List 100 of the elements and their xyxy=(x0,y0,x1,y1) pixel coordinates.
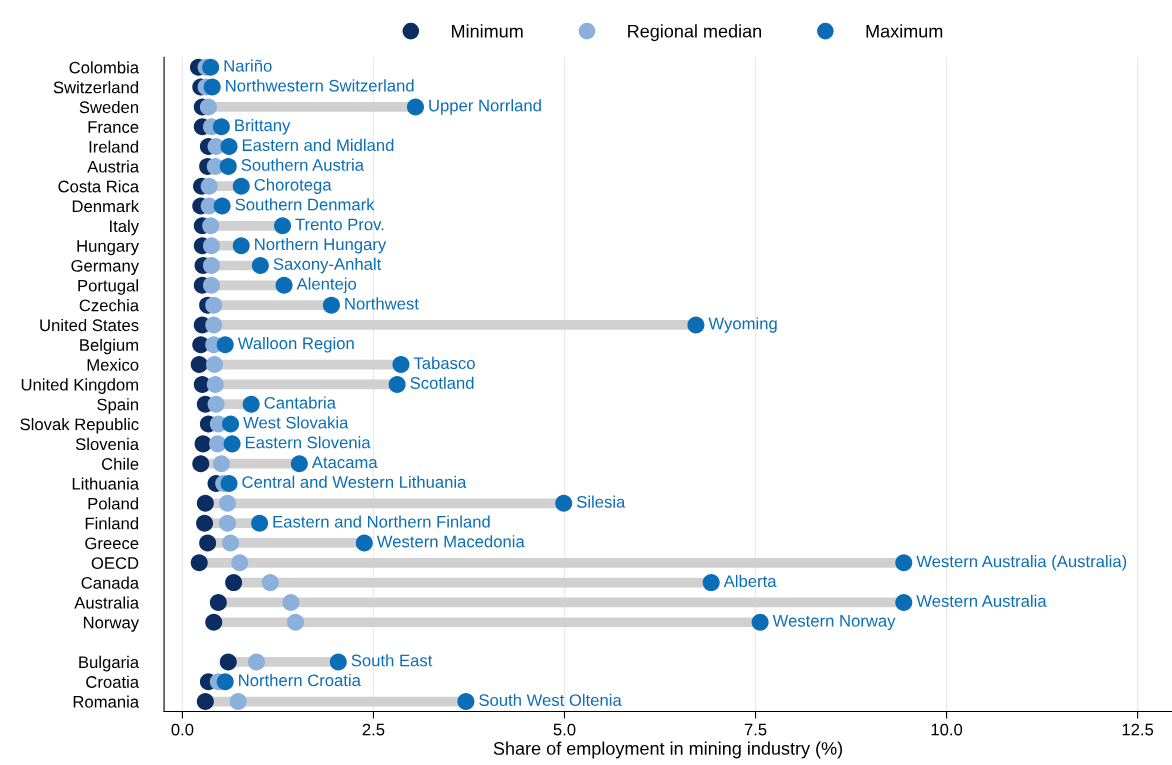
y-tick-label: Portugal xyxy=(78,279,138,295)
y-tick-label: Chile xyxy=(101,457,139,470)
x-tick-label: 5.0 xyxy=(553,723,576,736)
x-tick-label: 7.5 xyxy=(744,723,767,736)
data-label: Brittany xyxy=(235,118,291,135)
point xyxy=(206,375,224,393)
data-label: Western Norway xyxy=(772,615,896,631)
point xyxy=(206,356,224,374)
data-label: Western Australia (Australia) xyxy=(916,555,1127,571)
point xyxy=(388,375,406,393)
y-tick-label: Croatia xyxy=(86,675,140,688)
data-label: Chorotega xyxy=(254,178,332,194)
point xyxy=(194,435,212,453)
point xyxy=(895,554,913,572)
point xyxy=(196,693,214,711)
x-tick-label: 10.0 xyxy=(931,723,963,736)
point xyxy=(212,455,230,473)
y-tick-label: Belgium xyxy=(80,338,138,355)
data-label: Northern Hungary xyxy=(255,237,387,254)
point xyxy=(199,98,217,116)
point xyxy=(251,256,269,274)
data-label: Nariño xyxy=(224,59,272,72)
x-tick-label: 2.5 xyxy=(362,723,385,736)
y-tick-label: Norway xyxy=(83,616,140,632)
point xyxy=(202,217,220,235)
point xyxy=(209,593,227,611)
legend-label: Minimum xyxy=(452,24,523,38)
y-tick-label: Mexico xyxy=(87,358,139,371)
point xyxy=(199,534,217,552)
point xyxy=(220,138,238,156)
data-label: Northwestern Switzerland xyxy=(226,79,414,92)
y-tick-label: Canada xyxy=(81,576,140,589)
y-tick-label: Finland xyxy=(85,517,139,530)
point xyxy=(219,514,237,532)
point xyxy=(202,276,220,294)
data-label: Upper Norrland xyxy=(429,99,541,115)
point xyxy=(687,316,705,334)
y-tick-label: Sweden xyxy=(79,100,138,114)
point xyxy=(282,593,300,611)
point xyxy=(232,237,250,255)
point xyxy=(287,613,305,631)
data-label: Atacama xyxy=(311,456,378,469)
data-label: Eastern and Midland xyxy=(242,138,394,152)
y-tick-label: Lithuania xyxy=(72,477,140,490)
x-tick-label: 0.0 xyxy=(171,723,194,736)
point xyxy=(205,296,223,314)
point xyxy=(200,177,218,195)
data-label: Cantabria xyxy=(264,396,336,409)
point xyxy=(231,554,249,572)
y-tick-label: Romania xyxy=(73,695,140,708)
point xyxy=(205,316,223,334)
data-label: Central and Western Lithuania xyxy=(242,475,467,488)
data-label: Trento Prov. xyxy=(295,218,384,231)
point xyxy=(406,98,424,116)
point xyxy=(196,494,214,512)
point xyxy=(275,276,293,294)
point xyxy=(207,395,225,413)
y-tick-label: Costa Rica xyxy=(58,180,140,193)
point xyxy=(222,534,240,552)
point xyxy=(220,475,238,493)
data-label: Walloon Region xyxy=(237,337,354,353)
point xyxy=(242,395,260,413)
y-tick-label: Colombia xyxy=(69,61,140,74)
point xyxy=(702,574,720,592)
point xyxy=(203,78,221,96)
point xyxy=(232,177,250,195)
point xyxy=(223,435,241,453)
point xyxy=(261,574,279,592)
point xyxy=(355,534,373,552)
point xyxy=(202,58,220,76)
legend-label: Regional median xyxy=(628,24,762,42)
data-label: Saxony-Anhalt xyxy=(273,257,382,274)
data-label: Scotland xyxy=(410,376,474,389)
point xyxy=(196,514,214,532)
point xyxy=(190,554,208,572)
data-label: Eastern and Northern Finland xyxy=(273,515,490,528)
point xyxy=(192,455,210,473)
point xyxy=(457,693,475,711)
point xyxy=(205,613,223,631)
y-tick-label: Slovenia xyxy=(75,437,140,451)
point xyxy=(209,435,227,453)
point xyxy=(216,336,234,354)
x-tick-label: 12.5 xyxy=(1122,723,1154,736)
y-tick-label: Austria xyxy=(87,160,140,173)
y-tick-label: Hungary xyxy=(77,240,140,256)
legend-label: Maximum xyxy=(866,24,943,38)
y-tick-label: OECD xyxy=(91,557,139,569)
y-tick-label: Switzerland xyxy=(53,81,139,94)
y-tick-label: Denmark xyxy=(72,199,140,213)
y-tick-label: Spain xyxy=(97,398,138,414)
point xyxy=(216,673,234,691)
point xyxy=(229,693,247,711)
y-tick-label: Poland xyxy=(88,497,139,510)
data-label: Southern Austria xyxy=(241,158,364,171)
point xyxy=(251,514,269,532)
point xyxy=(329,653,347,671)
data-label: Western Macedonia xyxy=(376,535,525,548)
point xyxy=(392,356,410,374)
y-tick-label: United Kingdom xyxy=(21,378,138,394)
data-label: Alberta xyxy=(723,574,777,588)
